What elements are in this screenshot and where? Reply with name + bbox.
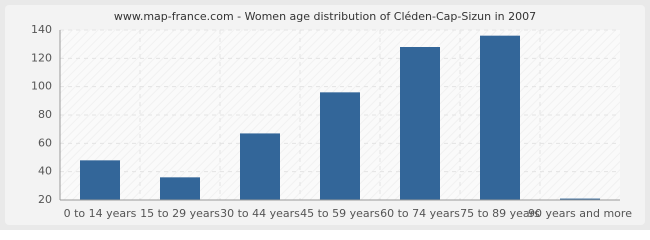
bar — [160, 177, 200, 200]
bar — [80, 160, 120, 200]
y-tick-label: 100 — [31, 80, 52, 93]
y-tick-label: 140 — [31, 23, 52, 36]
x-tick-label: 90 years and more — [528, 207, 632, 220]
y-tick-label: 40 — [38, 165, 52, 178]
bar — [320, 92, 360, 200]
x-tick-label: 75 to 89 years — [460, 207, 540, 220]
x-tick-label: 60 to 74 years — [380, 207, 460, 220]
x-tick-label: 30 to 44 years — [220, 207, 300, 220]
y-tick-label: 60 — [38, 136, 52, 149]
y-tick-label: 120 — [31, 51, 52, 64]
x-tick-label: 0 to 14 years — [64, 207, 137, 220]
chart: www.map-france.com - Women age distribut… — [0, 0, 650, 230]
y-tick-label: 20 — [38, 193, 52, 206]
bar — [480, 35, 520, 200]
x-tick-label: 15 to 29 years — [140, 207, 220, 220]
chart-title: www.map-france.com - Women age distribut… — [114, 10, 536, 23]
bar — [240, 133, 280, 200]
bar — [560, 198, 600, 200]
x-tick-label: 45 to 59 years — [300, 207, 380, 220]
bar — [400, 47, 440, 200]
y-tick-label: 80 — [38, 108, 52, 121]
